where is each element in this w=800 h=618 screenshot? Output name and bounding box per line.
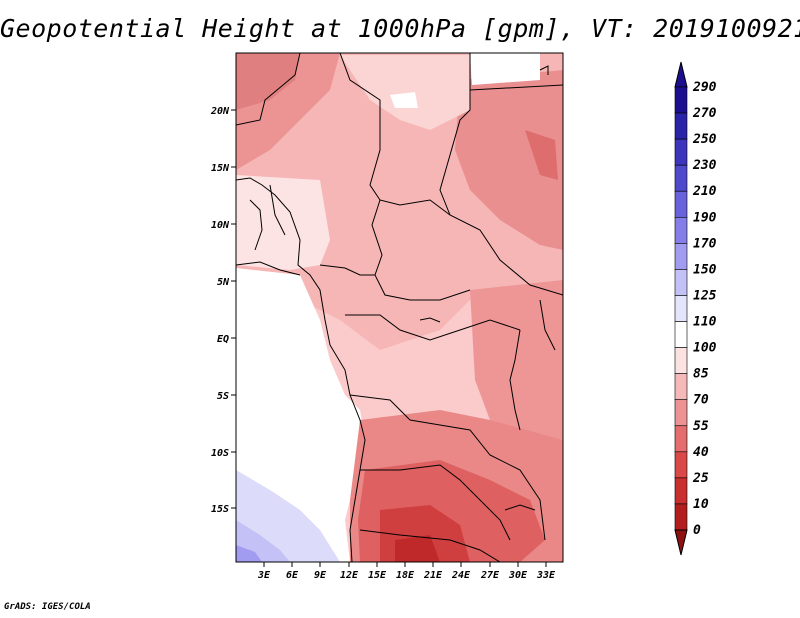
colorbar-label: 250	[692, 132, 717, 147]
colorbar-label: 170	[693, 236, 717, 251]
colorbar: 2902702502302101901701501251101008570554…	[674, 61, 717, 556]
contour-nw-dark	[236, 53, 300, 110]
colorbar-label: 70	[693, 393, 709, 408]
lat-label: EQ	[217, 334, 229, 345]
colorbar-swatch	[674, 216, 688, 244]
country-borders	[236, 53, 563, 562]
colorbar-swatch	[674, 321, 688, 348]
lon-label: 9E	[314, 570, 327, 581]
colorbar-swatch	[674, 425, 688, 453]
colorbar-label: 270	[692, 106, 717, 121]
colorbar-label: 100	[693, 341, 717, 356]
colorbar-swatch	[674, 373, 688, 401]
colorbar-swatch	[674, 164, 688, 192]
lon-label: 15E	[368, 570, 387, 581]
lon-label: 18E	[396, 570, 415, 581]
contour-blue-dark	[236, 545, 262, 562]
colorbar-label: 125	[693, 288, 717, 303]
lat-label: 5S	[217, 391, 229, 402]
lon-label: 27E	[480, 570, 500, 581]
colorbar-label: 40	[693, 445, 709, 460]
contour-ne-spot	[525, 130, 558, 180]
colorbar-label: 10	[693, 497, 709, 512]
lon-label: 33E	[536, 570, 556, 581]
colorbar-label: 190	[693, 210, 717, 225]
contour-east	[470, 280, 563, 440]
colorbar-label: 25	[692, 471, 709, 486]
colorbar-swatch	[674, 477, 688, 505]
lon-axis	[263, 562, 547, 567]
lat-axis	[231, 109, 236, 509]
lat-label: 15N	[211, 163, 230, 174]
contour-white-top	[470, 53, 540, 85]
lon-label: 30E	[508, 570, 528, 581]
contour-sahel-light	[340, 55, 470, 130]
lon-label: 6E	[286, 570, 299, 581]
map-frame	[235, 52, 564, 563]
lat-label: 20N	[210, 106, 230, 117]
colorbar-swatch	[674, 347, 688, 374]
contour-light-west	[236, 175, 330, 270]
colorbar-swatch	[674, 190, 688, 218]
lat-label: 5N	[217, 277, 230, 288]
lat-label: 10S	[211, 448, 229, 459]
colorbar-swatch	[674, 503, 688, 531]
contour-ne	[455, 70, 563, 250]
credit-label: GrADS: IGES/COLA	[4, 602, 91, 612]
colorbar-swatch	[674, 112, 688, 140]
colorbar-label: 210	[692, 184, 717, 199]
colorbar-top-arrow	[674, 61, 688, 88]
contour-white-blob	[390, 92, 418, 108]
colorbar-label: 0	[693, 523, 701, 538]
colorbar-swatch	[674, 86, 688, 114]
colorbar-label: 85	[693, 367, 709, 382]
colorbar-label: 55	[693, 419, 709, 434]
colorbar-bottom-arrow	[674, 529, 688, 556]
contour-south-core	[395, 535, 440, 562]
colorbar-label: 110	[693, 315, 717, 330]
lat-label: 15S	[211, 504, 229, 515]
contour-ocean-white	[236, 268, 365, 562]
colorbar-swatch	[674, 243, 688, 270]
lon-label: 3E	[257, 570, 271, 581]
lon-label: 21E	[423, 570, 443, 581]
colorbar-label: 230	[692, 158, 717, 173]
colorbar-swatch	[674, 269, 688, 296]
map-panel	[236, 53, 563, 562]
lon-label: 12E	[340, 570, 359, 581]
colorbar-swatch	[674, 295, 688, 322]
lon-label: 24E	[451, 570, 471, 581]
colorbar-swatch	[674, 451, 688, 479]
colorbar-swatch	[674, 138, 688, 166]
colorbar-swatch	[674, 399, 688, 427]
colorbar-label: 150	[693, 262, 717, 277]
colorbar-label: 290	[692, 80, 717, 95]
map-title: Geopotential Height at 1000hPa [gpm], VT…	[0, 14, 800, 43]
lat-label: 10N	[211, 220, 230, 231]
